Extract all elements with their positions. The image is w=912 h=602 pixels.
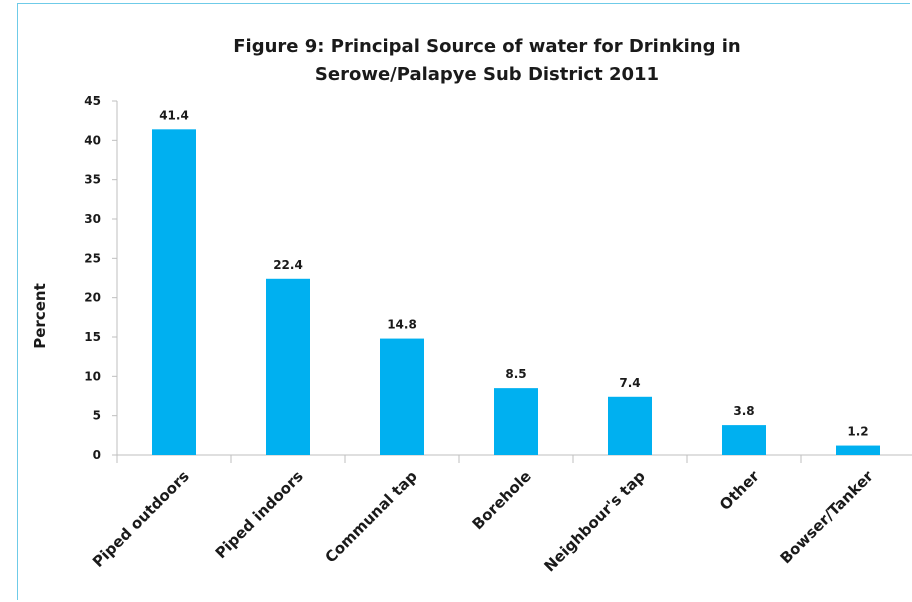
data-label: 22.4 [273, 258, 303, 272]
bar [494, 388, 538, 455]
x-tick-label: Bowser/Tanker [777, 467, 878, 568]
x-tick-label: Piped outdoors [89, 467, 193, 571]
x-tick-label: Other [716, 467, 763, 514]
y-tick-label: 30 [84, 212, 101, 226]
data-label: 7.4 [619, 376, 640, 390]
y-tick-label: 0 [93, 448, 101, 462]
bar [152, 129, 196, 455]
y-tick-label: 5 [93, 409, 101, 423]
y-tick-label: 10 [84, 369, 101, 383]
chart-title-line-2: Serowe/Palapye Sub District 2011 [315, 64, 659, 85]
chart-title: Figure 9: Principal Source of water for … [233, 36, 740, 85]
bars [152, 129, 880, 455]
y-tick-label: 20 [84, 291, 101, 305]
bar [380, 338, 424, 455]
x-tick-label: Borehole [469, 467, 535, 533]
data-labels: 41.4 22.4 14.8 8.5 7.4 3.8 1.2 [159, 108, 868, 438]
y-tick-label: 40 [84, 133, 101, 147]
y-tick-label: 45 [84, 94, 101, 108]
data-label: 14.8 [387, 318, 417, 332]
y-tick-label: 25 [84, 251, 101, 265]
tick-labels: 0 5 10 15 20 25 30 35 40 45 Piped outdoors Piped in… [84, 94, 877, 575]
bar [836, 445, 880, 455]
chart-frame [17, 3, 910, 600]
bar [266, 278, 310, 455]
x-tick-label: Neighbour's tap [541, 467, 649, 575]
y-axis-label: Percent [31, 283, 49, 348]
data-label: 8.5 [505, 367, 526, 381]
bar [722, 425, 766, 455]
chart-title-line-1: Figure 9: Principal Source of water for … [233, 36, 740, 57]
bar [608, 396, 652, 455]
x-tick-label: Piped indoors [212, 467, 307, 562]
data-label: 3.8 [733, 404, 754, 418]
data-label: 1.2 [847, 425, 868, 439]
y-tick-label: 15 [84, 330, 101, 344]
x-tick-label: Communal tap [322, 467, 421, 566]
y-tick-label: 35 [84, 173, 101, 187]
data-label: 41.4 [159, 108, 189, 122]
